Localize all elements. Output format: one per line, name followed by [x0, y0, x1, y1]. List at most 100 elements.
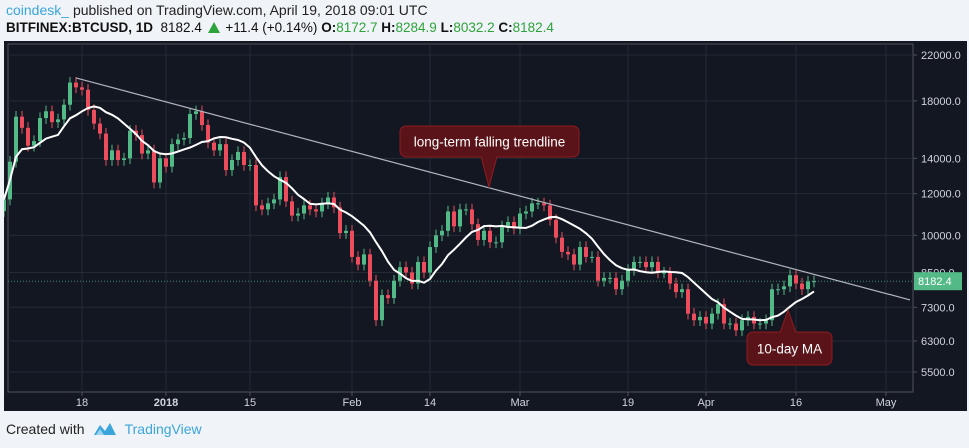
candle-body	[524, 211, 528, 214]
candle-body	[656, 261, 660, 273]
candle-body	[590, 256, 594, 258]
candle	[224, 138, 228, 176]
candle-body	[176, 139, 180, 145]
tradingview-link[interactable]: TradingView	[124, 421, 202, 437]
candle	[458, 203, 462, 233]
candle	[800, 277, 804, 296]
candle-body	[152, 150, 156, 183]
low-label: L:	[440, 20, 454, 35]
last-price-badge: 8182.4	[914, 272, 962, 291]
candle	[710, 308, 714, 330]
candle	[674, 277, 678, 298]
candle-body	[602, 277, 606, 281]
up-arrow-icon	[207, 22, 220, 33]
candle-body	[374, 280, 378, 321]
candle	[554, 214, 558, 244]
candle-body	[14, 116, 18, 162]
candle	[20, 111, 24, 134]
candle	[416, 256, 420, 290]
candle	[644, 256, 648, 273]
candle-body	[386, 295, 390, 299]
candle	[266, 197, 270, 216]
candle-body	[584, 247, 588, 257]
candle	[650, 256, 654, 273]
candle	[788, 269, 792, 293]
candle	[422, 256, 426, 279]
candle-body	[32, 141, 36, 146]
candle-body	[794, 275, 798, 284]
candle	[122, 152, 126, 166]
candle	[722, 298, 726, 330]
candle	[140, 129, 144, 160]
candle	[356, 251, 360, 271]
candle	[92, 104, 96, 130]
candle-body	[410, 272, 414, 284]
candle-body	[554, 219, 558, 238]
candle-body	[596, 256, 600, 281]
candle-body	[362, 254, 366, 265]
candle-body	[650, 261, 654, 268]
x-tick-label: 14	[424, 397, 436, 409]
candle-body	[116, 150, 120, 161]
candle-body	[344, 230, 348, 234]
candle-body	[320, 203, 324, 212]
candle	[506, 216, 510, 233]
candle	[38, 112, 42, 147]
price-chart[interactable]: 22000.018000.014000.012000.010000.08500.…	[2, 41, 967, 411]
candle-body	[350, 230, 354, 257]
candle-body	[686, 289, 690, 314]
candle	[218, 138, 222, 157]
candle-body	[638, 261, 642, 263]
candle	[320, 197, 324, 218]
candles	[2, 76, 816, 337]
x-tick-label: 16	[790, 397, 802, 409]
symbol-legend: BITFINEX:BTCUSD, 1D 8182.4 +11.4 (+0.14%…	[6, 20, 554, 35]
candle	[410, 266, 414, 290]
candle-body	[470, 209, 474, 225]
candle-body	[512, 221, 516, 229]
candle	[212, 136, 216, 157]
candle-body	[308, 205, 312, 210]
candle	[230, 154, 234, 176]
candle	[380, 289, 384, 326]
candle-body	[236, 151, 240, 161]
candle	[638, 256, 642, 268]
candle	[272, 193, 276, 210]
candle	[296, 207, 300, 222]
candle-body	[404, 267, 408, 273]
candle	[170, 138, 174, 173]
candle	[518, 207, 522, 235]
candle	[776, 283, 780, 296]
candle	[560, 231, 564, 258]
callout-pointer	[480, 156, 498, 189]
candle-body	[158, 158, 162, 183]
candle	[764, 314, 768, 330]
candle	[146, 144, 150, 160]
candle	[662, 266, 666, 279]
candle	[620, 275, 624, 296]
candle	[86, 84, 90, 116]
author-link[interactable]: coindesk_	[6, 2, 70, 18]
candle	[332, 191, 336, 214]
candle-body	[140, 135, 144, 154]
candle-body	[218, 144, 222, 151]
candle	[572, 248, 576, 271]
candle-body	[572, 254, 576, 265]
candle	[464, 203, 468, 216]
low-value: 8032.2	[453, 20, 495, 35]
chart-panel[interactable]: 22000.018000.014000.012000.010000.08500.…	[2, 41, 967, 411]
last-price: 8182.4	[160, 20, 202, 35]
candle	[326, 191, 330, 210]
candle	[374, 275, 378, 326]
candle	[590, 251, 594, 263]
candle-body	[536, 203, 540, 205]
candle	[392, 275, 396, 304]
candle	[542, 197, 546, 212]
plot-border	[7, 43, 914, 393]
x-tick-label: Apr	[697, 397, 714, 409]
candle	[608, 272, 612, 284]
candle-body	[764, 320, 768, 324]
candle-body	[482, 230, 486, 240]
candle-body	[728, 323, 732, 325]
candle-body	[680, 289, 684, 293]
